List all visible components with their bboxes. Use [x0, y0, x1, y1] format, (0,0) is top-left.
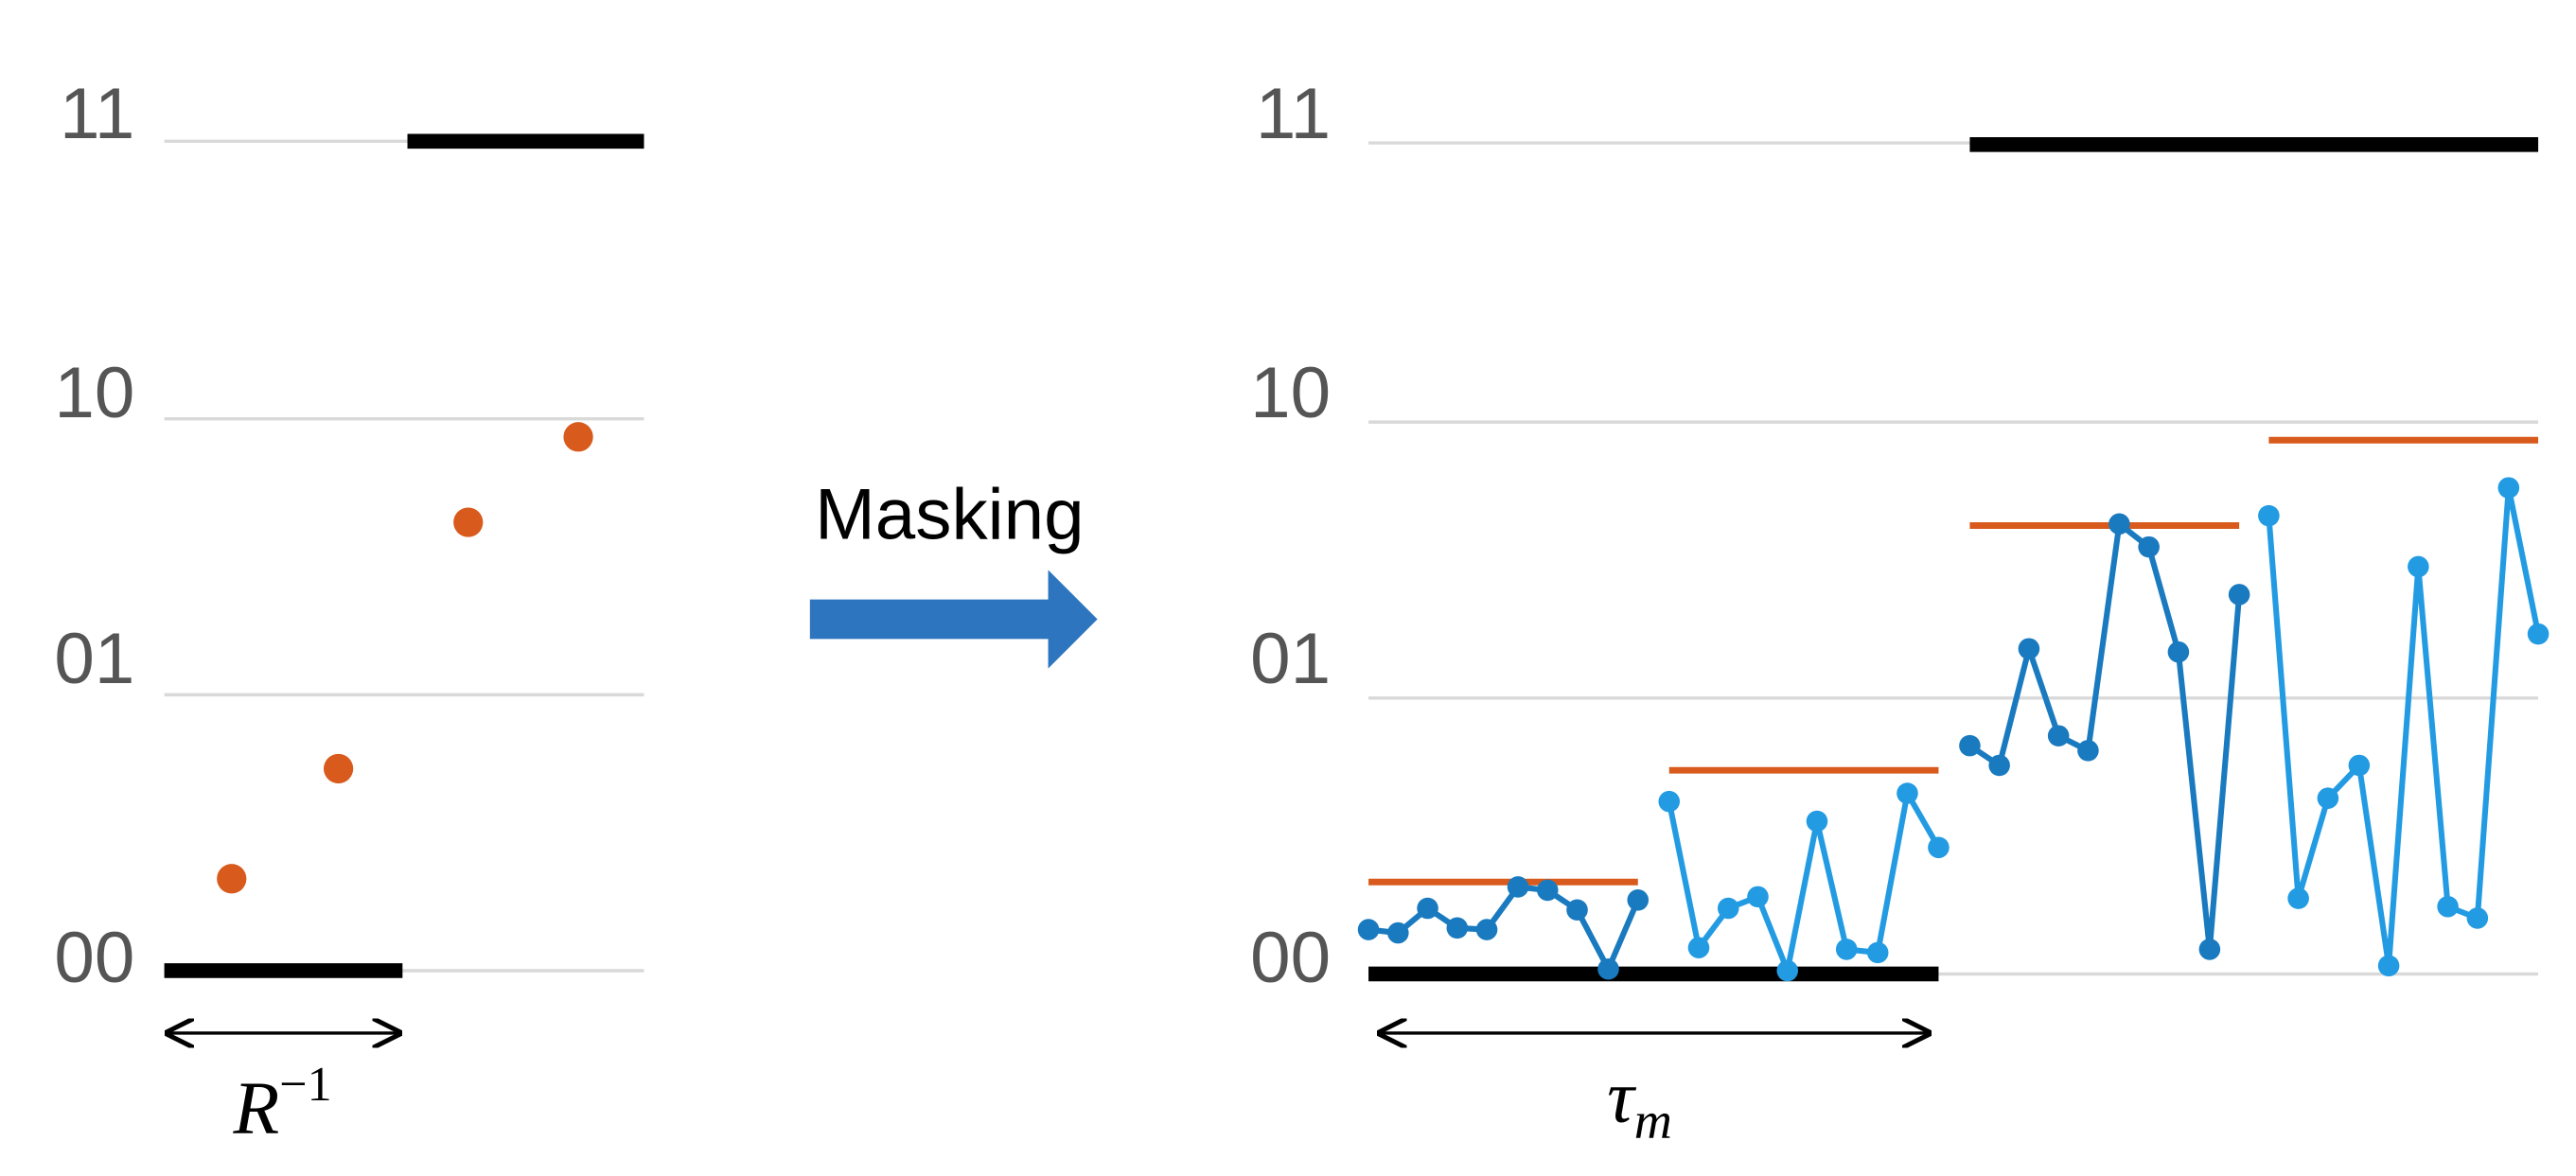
signal-point — [2527, 623, 2550, 645]
level-label: 10 — [54, 353, 134, 433]
masking-arrow — [809, 570, 1098, 669]
signal-point — [2287, 887, 2309, 909]
signal-point — [1507, 876, 1529, 898]
signal-point — [2466, 907, 2489, 929]
signal-point — [1835, 939, 1858, 960]
sample-dot — [453, 507, 484, 537]
level-label: 11 — [60, 74, 134, 154]
sample-dot — [563, 422, 593, 452]
signal-point — [2077, 740, 2099, 762]
level-label: 00 — [54, 918, 134, 998]
signal-point — [1658, 790, 1681, 813]
span-subscript: m — [1634, 1092, 1672, 1150]
signal-point — [1387, 921, 1409, 944]
signal-point — [2258, 504, 2280, 527]
signal-point — [2317, 787, 2339, 809]
left-panel: 11 10 01 00 R−1 — [54, 74, 644, 1150]
signal-point — [1417, 897, 1438, 920]
level-label: 10 — [1250, 353, 1331, 433]
span-label: τm — [1607, 1056, 1672, 1150]
signal-point — [2018, 638, 2040, 660]
signal-point — [1717, 897, 1739, 920]
signal-point — [1988, 754, 2010, 777]
signal-point — [1806, 810, 1828, 833]
span-base: τ — [1607, 1056, 1636, 1139]
level-label: 01 — [54, 619, 134, 699]
span-base: R — [232, 1067, 279, 1150]
signal-point — [2497, 477, 2520, 499]
arrow-label: Masking — [815, 474, 1084, 554]
span-exponent: −1 — [279, 1058, 331, 1112]
signal-trace — [2266, 487, 2542, 967]
signal-point — [1536, 879, 1559, 902]
signal-point — [1928, 836, 1950, 859]
signal-point — [1566, 899, 1588, 921]
signal-point — [2377, 955, 2400, 977]
signal-point — [1597, 957, 1619, 980]
signal-point — [1687, 937, 1710, 958]
signal-point — [2167, 641, 2190, 663]
signal-point — [1475, 919, 1498, 940]
signal-point — [2228, 584, 2250, 606]
signal-point — [1357, 919, 1380, 940]
signal-point — [2408, 555, 2429, 578]
signal-point — [1747, 886, 1769, 908]
signal-point — [1776, 959, 1799, 982]
signal-trace — [1666, 784, 1942, 981]
signal-point — [1446, 917, 1469, 939]
signal-point — [1866, 941, 1889, 964]
level-label: 11 — [1256, 74, 1331, 154]
signal-trace — [1367, 884, 1641, 976]
signal-point — [2437, 895, 2459, 918]
signal-trace — [1967, 518, 2243, 950]
signal-point — [2348, 754, 2371, 777]
span-label: R−1 — [232, 1058, 331, 1150]
signal-point — [1627, 889, 1650, 911]
signal-point — [2198, 939, 2221, 960]
level-label: 01 — [1250, 619, 1331, 699]
signal-point — [1897, 782, 1918, 804]
signal-point — [2047, 725, 2070, 747]
level-label: 00 — [1250, 918, 1331, 998]
right-panel: 11 10 01 00 τm — [1250, 74, 2550, 1150]
signal-point — [2138, 535, 2160, 558]
signal-point — [2108, 513, 2130, 535]
signal-point — [1959, 734, 1981, 757]
sample-dot — [323, 753, 354, 784]
sample-dot — [217, 864, 247, 894]
